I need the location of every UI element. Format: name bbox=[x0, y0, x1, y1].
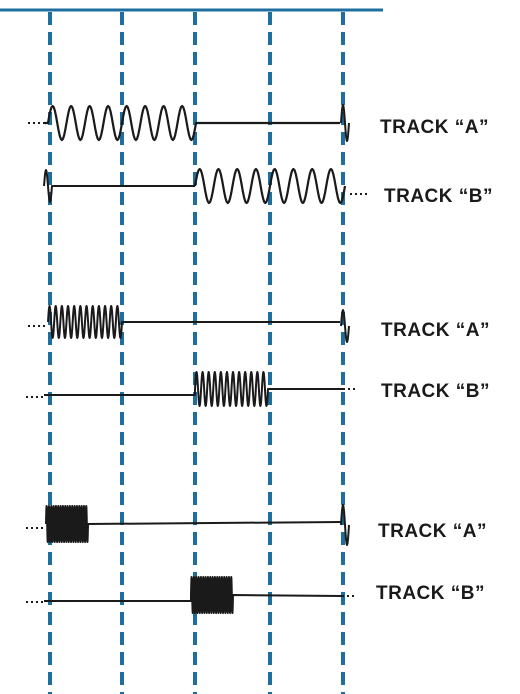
sync-pulse bbox=[340, 504, 350, 546]
track-label-b-3: TRACK “B” bbox=[376, 583, 485, 604]
timing-gridlines bbox=[48, 12, 345, 694]
waveform-track-b bbox=[43, 169, 195, 203]
track-label-b-2: TRACK “B” bbox=[381, 381, 490, 402]
track-label-a-1: TRACK “A” bbox=[380, 117, 489, 138]
sync-pulse bbox=[340, 309, 350, 343]
track-label-a-2: TRACK “A” bbox=[381, 320, 490, 341]
waveform-track-a bbox=[44, 104, 340, 142]
waveform-track-b bbox=[44, 576, 343, 614]
waveforms bbox=[26, 104, 370, 614]
waveform-track-b bbox=[44, 371, 343, 407]
waveform-track-a bbox=[47, 305, 340, 339]
waveform-track-a bbox=[45, 505, 343, 543]
track-label-b-1: TRACK “B” bbox=[384, 186, 493, 207]
track-label-a-3: TRACK “A” bbox=[378, 521, 487, 542]
waveform-track-b-burst bbox=[193, 167, 347, 205]
sync-pulse bbox=[340, 104, 350, 142]
